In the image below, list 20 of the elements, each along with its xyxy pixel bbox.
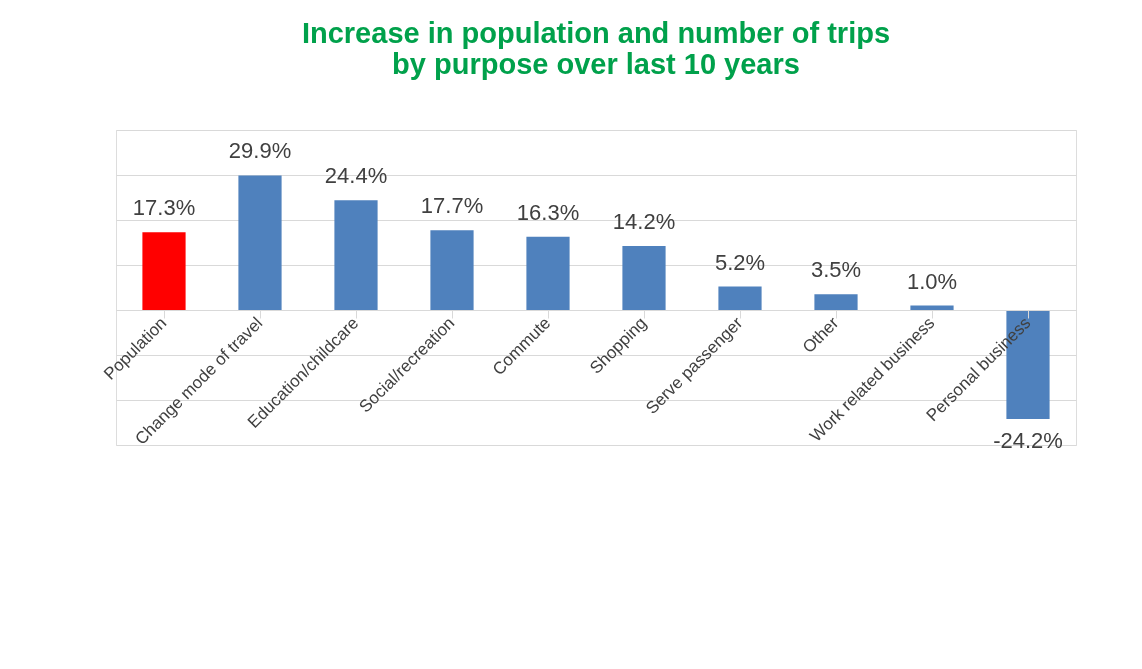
bar: [334, 200, 378, 310]
chart-title: Increase in population and number of trips by purpose over last 10 years: [301, 17, 891, 80]
data-label: 17.3%: [132, 195, 196, 221]
data-label: 5.2%: [714, 249, 766, 275]
bar: [238, 175, 282, 310]
data-label: 1.0%: [906, 268, 958, 294]
bar: [430, 230, 474, 310]
data-label: -24.2%: [993, 427, 1063, 453]
bar: [718, 286, 762, 310]
data-label: 29.9%: [228, 138, 292, 164]
data-label: 16.3%: [516, 199, 580, 225]
bar: [910, 305, 954, 310]
data-label: 3.5%: [810, 257, 862, 283]
bar: [622, 246, 666, 310]
data-label: 14.2%: [612, 209, 676, 235]
data-label: 17.7%: [420, 193, 484, 219]
bar: [526, 236, 570, 310]
bar: [142, 232, 186, 310]
data-label: 24.4%: [324, 163, 388, 189]
bar: [814, 294, 858, 310]
